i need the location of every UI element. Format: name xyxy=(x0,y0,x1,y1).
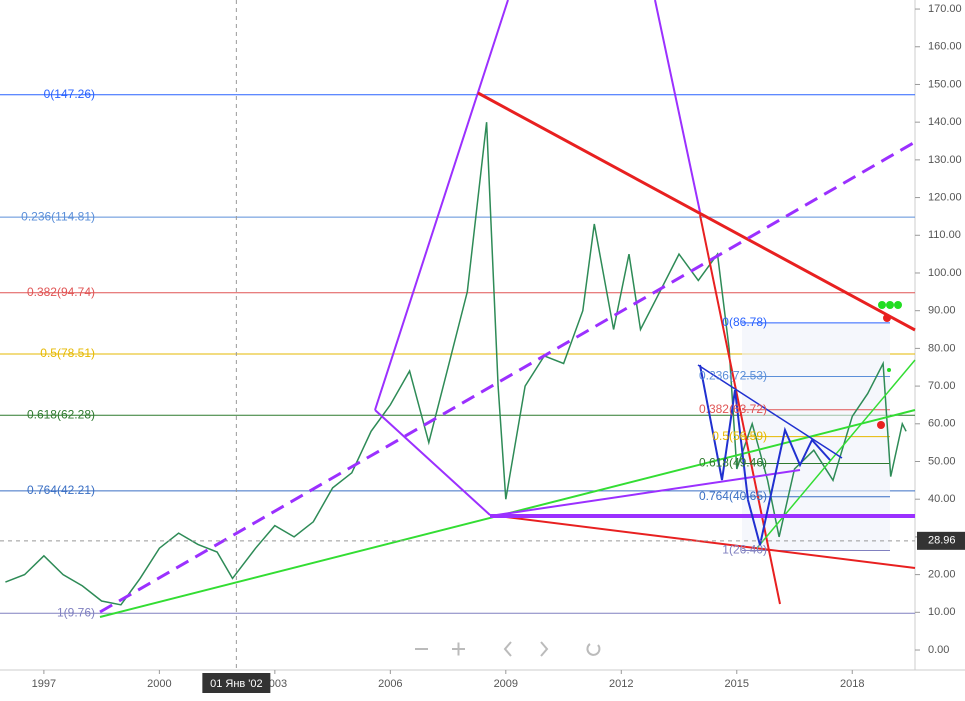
trend-line xyxy=(477,91,916,332)
y-tick-label: 90.00 xyxy=(928,305,956,317)
price-box xyxy=(917,531,965,550)
fib-label: 0.764(42.21) xyxy=(27,483,95,497)
trend-line xyxy=(374,0,509,411)
x-tick-label: 2006 xyxy=(378,678,402,690)
marker xyxy=(886,301,894,309)
fib-label: 0.618(62.28) xyxy=(27,407,95,421)
y-tick-label: 70.00 xyxy=(928,380,956,392)
fib-label: 0.382(63.72) xyxy=(699,402,767,416)
price-line xyxy=(5,122,907,606)
fib-label: 0.236(114.81) xyxy=(21,209,95,223)
y-tick-label: 20.00 xyxy=(928,569,956,581)
fib-label: 0.236(72.53) xyxy=(699,369,767,383)
fib-label: 0(147.26) xyxy=(44,87,95,101)
y-tick-label: 50.00 xyxy=(928,455,956,467)
y-tick-label: 120.00 xyxy=(928,191,962,203)
x-tick-label: 2012 xyxy=(609,678,633,690)
crosshair-x-box xyxy=(202,673,271,693)
fib-label: 0.5(78.51) xyxy=(40,346,95,360)
marker xyxy=(878,301,886,309)
y-tick-label: 80.00 xyxy=(928,342,956,354)
x-tick-label: 2018 xyxy=(840,678,864,690)
zoom-in[interactable] xyxy=(452,642,465,656)
y-tick-label: 130.00 xyxy=(928,154,962,166)
trend-line xyxy=(699,214,781,605)
trend-line xyxy=(489,514,916,569)
fib-label: 0.382(94.74) xyxy=(27,285,95,299)
marker xyxy=(887,368,891,372)
marker xyxy=(883,314,891,322)
x-tick-label: 2009 xyxy=(494,678,518,690)
fib-label: 0.5(56.59) xyxy=(712,429,767,443)
y-tick-label: 10.00 xyxy=(928,606,956,618)
marker xyxy=(877,421,885,429)
drawings xyxy=(99,0,916,618)
fib-label: 0.618(49.46) xyxy=(699,456,767,470)
y-tick-label: 100.00 xyxy=(928,267,962,279)
trend-line xyxy=(99,140,916,614)
y-tick-label: 40.00 xyxy=(928,493,956,505)
y-tick-label: 170.00 xyxy=(928,3,962,15)
x-tick-label: 1997 xyxy=(32,678,56,690)
trend-line xyxy=(654,0,701,213)
crosshair-x-label: 01 Янв '02 xyxy=(210,678,263,690)
marker xyxy=(894,301,902,309)
y-tick-label: 60.00 xyxy=(928,418,956,430)
y-tick-label: 140.00 xyxy=(928,116,962,128)
y-tick-label: 0.00 xyxy=(928,644,949,656)
scroll-left[interactable] xyxy=(503,641,512,657)
y-tick-label: 150.00 xyxy=(928,78,962,90)
x-tick-label: 2015 xyxy=(725,678,749,690)
pattern xyxy=(699,364,831,546)
x-tick-label: 2000 xyxy=(147,678,171,690)
y-tick-label: 110.00 xyxy=(928,229,961,241)
trend-line xyxy=(697,364,843,459)
fib-label: 1(9.76) xyxy=(57,605,95,619)
scroll-right[interactable] xyxy=(540,641,549,657)
trend-line xyxy=(374,409,491,516)
trend-line xyxy=(489,469,801,517)
price-label: 28.96 xyxy=(928,535,956,547)
y-tick-label: 160.00 xyxy=(928,41,962,53)
fib-label: 1(26.40) xyxy=(722,543,767,557)
toolbar[interactable] xyxy=(415,641,601,657)
reset[interactable] xyxy=(586,643,601,656)
fib-label: 0(86.78) xyxy=(722,315,767,329)
fib-label: 0.764(40.65) xyxy=(699,489,767,503)
